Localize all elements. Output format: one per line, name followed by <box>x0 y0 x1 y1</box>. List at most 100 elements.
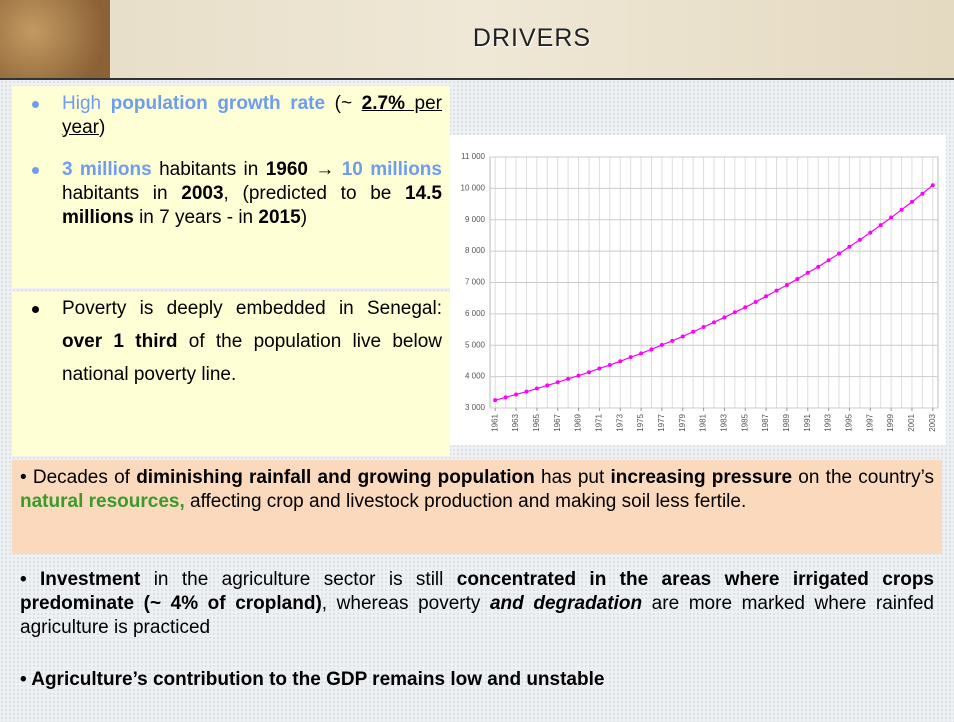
bullet-dot <box>32 306 39 313</box>
x-tick-label: 1985 <box>740 413 749 431</box>
data-point <box>608 363 612 367</box>
bullet-dot <box>32 101 39 108</box>
text-run: on the country’s <box>792 467 934 488</box>
text-run: habitants in <box>152 159 266 180</box>
text-run: High <box>62 93 111 114</box>
text-run: and degradation <box>490 593 642 614</box>
text-run: has put <box>535 467 611 488</box>
data-point <box>754 300 758 304</box>
data-point <box>764 294 768 298</box>
data-point <box>858 238 862 242</box>
x-tick-label: 1991 <box>803 413 812 431</box>
text-run: , whereas poverty <box>322 593 490 614</box>
data-point <box>795 277 799 281</box>
text-run: in the agriculture sector is still <box>140 569 456 590</box>
data-point <box>577 374 581 378</box>
y-tick-label: 9 000 <box>465 215 486 224</box>
x-tick-label: 1975 <box>636 413 645 431</box>
y-tick-label: 4 000 <box>465 372 486 381</box>
x-tick-label: 1971 <box>595 413 604 431</box>
bullet: 3 millions habitants in 1960 → 10 millio… <box>12 158 450 230</box>
data-point <box>639 351 643 355</box>
population-box: High population growth rate (~ 2.7% per … <box>12 86 450 288</box>
text-run: 2003 <box>181 183 223 204</box>
x-tick-label: 1969 <box>574 413 583 431</box>
data-point <box>847 245 851 249</box>
data-point <box>629 355 633 359</box>
data-point <box>889 216 893 220</box>
x-tick-label: 1961 <box>490 413 499 431</box>
text-run: diminishing rainfall and growing populat… <box>136 467 535 488</box>
text-run: (~ <box>325 93 362 114</box>
text-run: population growth rate <box>111 93 325 114</box>
gdp-line: • Agriculture’s contribution to the GDP … <box>20 668 940 692</box>
text-run: Investment <box>40 569 140 590</box>
data-point <box>931 183 935 187</box>
text-run: 2015 <box>258 207 300 228</box>
y-tick-label: 11 000 <box>461 152 485 161</box>
data-point <box>785 283 789 287</box>
text-run: habitants in <box>62 183 181 204</box>
data-point <box>837 252 841 256</box>
data-point <box>618 359 622 363</box>
x-tick-label: 1979 <box>678 413 687 431</box>
x-tick-label: 1965 <box>532 413 541 431</box>
poverty-box: Poverty is deeply embedded in Senegal: o… <box>12 292 450 456</box>
text-run: ) <box>99 117 105 138</box>
y-tick-label: 8 000 <box>465 246 486 255</box>
data-point <box>493 398 497 402</box>
data-point <box>514 393 518 397</box>
text-run: → <box>308 159 342 180</box>
title: DRIVERS <box>110 24 954 53</box>
data-point <box>660 343 664 347</box>
text-run: , (predicted to be <box>224 183 405 204</box>
x-tick-label: 1993 <box>824 413 833 431</box>
bullet-dot <box>32 167 39 174</box>
x-tick-label: 1995 <box>845 413 854 431</box>
pressure-box: • Decades of diminishing rainfall and gr… <box>12 460 942 554</box>
chart: 3 0004 0005 0006 0007 0008 0009 00010 00… <box>450 135 946 445</box>
investment-box: • Investment in the agriculture sector i… <box>12 560 942 660</box>
x-tick-label: 1963 <box>511 413 520 431</box>
text-run: 2.7% <box>362 93 405 114</box>
data-point <box>702 325 706 329</box>
data-point <box>691 330 695 334</box>
x-tick-label: 1983 <box>720 413 729 431</box>
x-tick-label: 1989 <box>782 413 791 431</box>
data-point <box>587 370 591 374</box>
text-run: 1960 <box>266 159 308 180</box>
text-run: Poverty is deeply embedded in Senegal: <box>62 298 442 319</box>
text-run: • Decades of <box>20 467 136 488</box>
data-point <box>504 395 508 399</box>
data-point <box>910 200 914 204</box>
text-run: increasing pressure <box>611 467 793 488</box>
y-tick-label: 3 000 <box>465 403 486 412</box>
cracked-earth-image <box>0 0 110 78</box>
bullet: Poverty is deeply embedded in Senegal: o… <box>12 292 450 391</box>
data-point <box>806 271 810 275</box>
data-point <box>535 387 539 391</box>
data-point <box>566 377 570 381</box>
data-point <box>868 231 872 235</box>
data-point <box>743 305 747 309</box>
x-tick-label: 1973 <box>615 413 624 431</box>
text-run: in 7 years - in <box>134 207 259 228</box>
x-tick-label: 1981 <box>699 413 708 431</box>
x-tick-label: 2003 <box>928 413 937 431</box>
data-point <box>900 208 904 212</box>
text-run: • Agriculture’s contribution to the GDP … <box>20 669 604 690</box>
data-point <box>775 289 779 293</box>
data-point <box>712 320 716 324</box>
y-tick-label: 10 000 <box>461 183 486 192</box>
x-tick-label: 2001 <box>907 413 916 431</box>
data-point <box>556 380 560 384</box>
x-tick-label: 1999 <box>886 413 895 431</box>
text-run: 10 millions <box>342 159 442 180</box>
y-tick-label: 6 000 <box>465 309 486 318</box>
x-tick-label: 1977 <box>657 413 666 431</box>
text-run: natural resources, <box>20 491 185 512</box>
bullet: High population growth rate (~ 2.7% per … <box>12 92 450 140</box>
x-tick-label: 1967 <box>553 413 562 431</box>
data-point <box>524 390 528 394</box>
data-point <box>920 192 924 196</box>
